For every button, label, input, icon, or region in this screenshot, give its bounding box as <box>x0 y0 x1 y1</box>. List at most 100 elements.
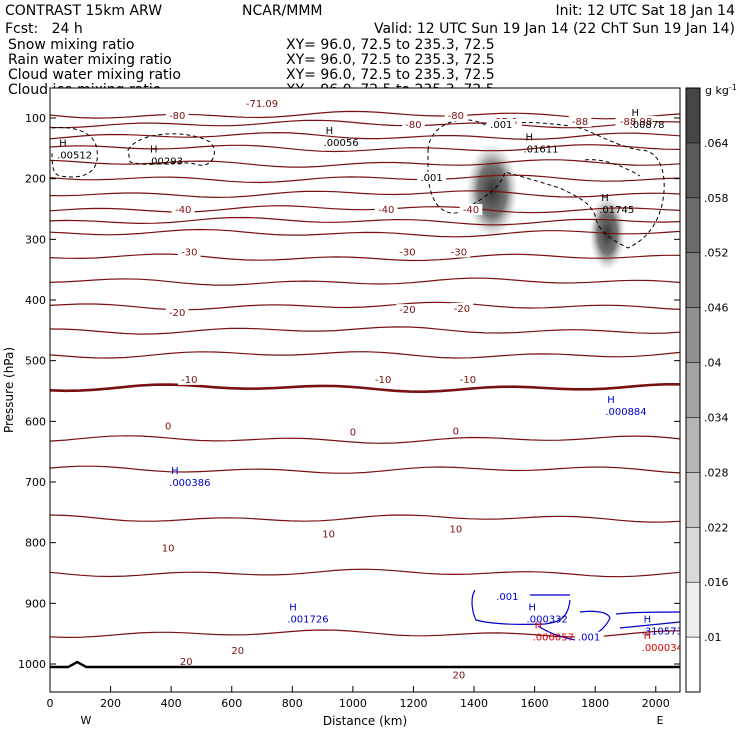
extremum-mark: H <box>601 193 609 204</box>
contour-label: -80 <box>169 111 185 122</box>
valid-time: Valid: 12 UTC Sun 19 Jan 14 (22 ChT Sun … <box>374 21 735 37</box>
contour-label: 20 <box>453 670 466 681</box>
temperature-contour--80 <box>50 119 680 129</box>
contour-label-bg <box>444 110 468 121</box>
extremum-mark: H <box>529 602 537 613</box>
temperature-contour--15 <box>50 301 680 311</box>
x-axis-label: Distance (km) <box>323 714 407 728</box>
colorbar-segment <box>686 637 700 692</box>
contour-label-bg <box>178 246 201 258</box>
contour-label-bg <box>165 307 189 319</box>
y-tick-label: 800 <box>25 537 46 550</box>
extremum-mark: H <box>326 126 334 137</box>
contour-label: -10 <box>181 375 197 386</box>
contour-label: -88 <box>572 117 588 128</box>
contour-label: -20 <box>454 304 470 315</box>
contour-label-bg <box>450 425 461 437</box>
contour-label: 20 <box>231 646 244 657</box>
temperature-contour-5 <box>50 435 680 444</box>
extremum-value: .000386 <box>169 478 210 489</box>
x-tick-label: 800 <box>282 697 303 710</box>
temperature-contour--65 <box>50 144 680 153</box>
extremum-value: .001726 <box>287 614 328 625</box>
temperature-contour-15 <box>50 514 680 523</box>
temperature-contour-10 <box>50 465 680 474</box>
init-time: Init: 12 UTC Sat 18 Jan 14 <box>555 3 735 19</box>
colorbar-tick-label: .034 <box>704 411 729 424</box>
extremum-mark: H <box>632 108 640 119</box>
colorbar-unit: g kg-1 <box>705 83 737 97</box>
extremum-mark: H <box>171 466 179 477</box>
x-tick-label: 400 <box>161 697 182 710</box>
extremum-value: .00293 <box>148 156 183 167</box>
contour-label: -80 <box>405 120 421 131</box>
contour-label: -20 <box>399 305 415 316</box>
contour-label-bg <box>320 528 337 540</box>
colorbar-tick-label: .064 <box>704 137 729 150</box>
contour-label-bg <box>456 373 480 385</box>
extremum-value: .310573 <box>642 627 683 638</box>
y-tick-label: 900 <box>25 597 46 610</box>
cloud-water-contour-d <box>615 611 680 615</box>
temperature-contour--50 <box>50 190 680 199</box>
contour-label: -20 <box>169 308 185 319</box>
colorbar-tick-label: .058 <box>704 192 729 205</box>
extremum-value: .00056 <box>324 138 359 149</box>
contour-label-bg <box>159 542 177 554</box>
colorbar-segment <box>686 197 700 253</box>
contour-label: .001 <box>496 592 518 603</box>
y-tick-label: 100 <box>25 112 46 125</box>
temperature-contour--70 <box>50 131 680 141</box>
field-name-1: Rain water mixing ratio <box>8 52 172 68</box>
colorbar-tick-label: .01 <box>704 631 722 644</box>
x-tick-label: 600 <box>221 697 242 710</box>
temperature-contour--55 <box>50 174 680 184</box>
contour-label-bg <box>402 119 425 131</box>
contour-label-bg <box>615 116 657 128</box>
cloud-ice-contour-main <box>427 119 665 249</box>
temperature-contour-20 <box>50 568 680 578</box>
contour-label: 0 <box>350 428 356 439</box>
extremum-mark: H <box>59 138 67 149</box>
contour-label-bg <box>447 523 465 535</box>
colorbar-tick-label: .046 <box>704 302 729 315</box>
east-label: E <box>657 714 664 727</box>
y-tick-label: 700 <box>25 476 46 489</box>
extrema-markers: H.00512H.00293H.00056H.01611H.00878H.017… <box>57 108 696 654</box>
contour-label: 10 <box>162 544 175 555</box>
extremum-value: .00003475 <box>642 643 696 654</box>
contour-label: -10 <box>460 375 476 386</box>
contour-label-bg <box>229 645 246 657</box>
contour-label-bg <box>374 204 398 216</box>
contour-label-bg <box>163 420 174 432</box>
colorbar-tick-label: .022 <box>704 521 729 534</box>
cloud-ice-contours <box>51 119 665 249</box>
y-tick-label: 300 <box>25 233 46 246</box>
contour-label-bg <box>396 246 419 258</box>
contour-label: .001 <box>578 633 600 644</box>
extremum-value: .01745 <box>599 205 634 216</box>
contour-label: -71.09 <box>246 99 278 110</box>
cloud-water-contour-a <box>471 589 571 625</box>
plot-content: -71.09-80-80-80-87.6-88-88.98-40-40-40-3… <box>50 97 696 681</box>
contour-label: .001 <box>490 120 512 131</box>
contour-label: 20 <box>180 657 193 668</box>
contour-label-bg <box>492 591 522 603</box>
field-xy-2: XY= 96.0, 72.5 to 235.3, 72.5 <box>286 67 495 83</box>
extremum-value: .000884 <box>605 407 646 418</box>
model-name: CONTRAST 15km ARW <box>5 3 162 19</box>
x-tick-label: 0 <box>47 697 54 710</box>
temperature-contour--40 <box>50 205 680 214</box>
cloud-ice-contour-mid <box>127 133 215 166</box>
x-tick-label: 2000 <box>642 697 670 710</box>
extremum-mark: H <box>150 144 158 155</box>
extremum-mark: H <box>607 395 615 406</box>
contour-label-bg <box>486 119 516 131</box>
contour-label: -40 <box>463 205 479 216</box>
extremum-value: .00512 <box>57 150 92 161</box>
colorbar-segment <box>686 527 700 583</box>
extremum-value: .000057 <box>533 633 574 644</box>
contour-label: -30 <box>399 248 415 259</box>
